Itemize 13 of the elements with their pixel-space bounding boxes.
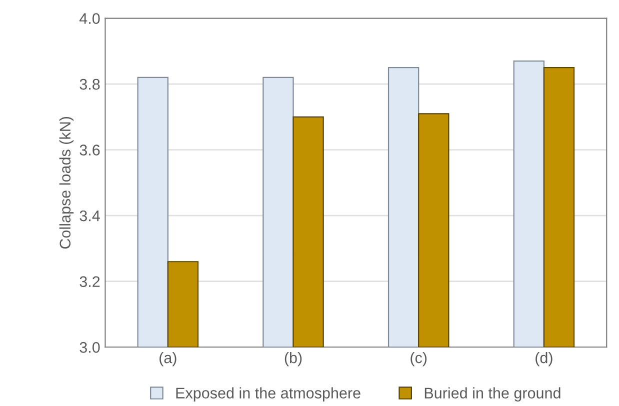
legend-label: Buried in the ground (424, 387, 560, 402)
y-tick-label: 3.0 (80, 342, 100, 353)
y-tick-label: 4.0 (79, 13, 100, 24)
x-tick-label: (a) (160, 352, 176, 366)
y-tick-label: 3.4 (80, 210, 100, 222)
x-tick-label: (b) (284, 352, 302, 366)
y-tick-label: 3.6 (80, 144, 100, 156)
x-tick-label: (c) (410, 352, 427, 366)
y-tick-label: 3.2 (80, 276, 100, 288)
legend-label: Exposed in the atmosphere (176, 387, 360, 402)
x-tick-label: (d) (536, 352, 552, 366)
y-axis-title: Collapse loads (kN) (59, 116, 74, 249)
y-tick-label: 3.8 (80, 78, 100, 90)
